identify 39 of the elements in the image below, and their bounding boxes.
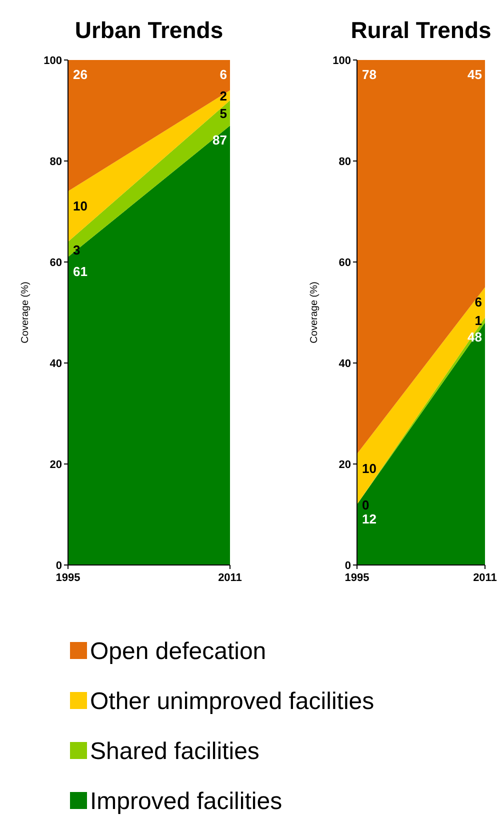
y-tick-label: 0 xyxy=(56,560,62,572)
y-tick-label: 0 xyxy=(344,560,351,572)
data-label: 10 xyxy=(73,198,88,214)
x-tick-label: 2011 xyxy=(218,572,242,584)
x-tick-label: 2011 xyxy=(473,572,497,584)
x-tick-label: 1995 xyxy=(344,572,370,584)
data-label: 87 xyxy=(212,132,227,148)
y-tick-label: 80 xyxy=(50,156,62,168)
y-axis-title: Coverage (%) xyxy=(20,282,31,344)
y-tick-label: 60 xyxy=(338,257,351,269)
legend-label: Shared facilities xyxy=(90,738,260,765)
y-tick-label: 40 xyxy=(338,358,351,370)
data-label: 3 xyxy=(73,242,80,258)
legend-label: Other unimproved facilities xyxy=(90,688,374,715)
legend-label: Improved facilities xyxy=(90,788,282,815)
data-label: 0 xyxy=(362,497,370,512)
data-label: 78 xyxy=(362,67,376,82)
data-label: 61 xyxy=(73,264,88,279)
y-tick-label: 100 xyxy=(44,55,62,67)
y-tick-label: 20 xyxy=(338,459,351,471)
data-label: 12 xyxy=(362,511,376,526)
data-label: 10 xyxy=(362,460,376,476)
y-axis-title: Coverage (%) xyxy=(309,282,320,344)
legend-label: Open defecation xyxy=(90,638,266,665)
y-tick-label: 100 xyxy=(332,55,351,67)
data-label: 2 xyxy=(220,88,227,104)
chart-title: Rural Trends xyxy=(350,17,492,43)
data-label: 6 xyxy=(474,294,482,310)
data-label: 6 xyxy=(220,67,227,82)
y-tick-label: 20 xyxy=(50,459,62,471)
data-label: 26 xyxy=(73,67,88,82)
chart-title: Urban Trends xyxy=(74,17,224,43)
y-tick-label: 60 xyxy=(50,257,62,269)
y-tick-label: 80 xyxy=(338,156,351,168)
y-tick-label: 40 xyxy=(50,358,62,370)
data-label: 5 xyxy=(220,106,227,122)
data-label: 1 xyxy=(474,313,482,328)
x-tick-label: 1995 xyxy=(56,572,80,584)
data-label: 45 xyxy=(468,67,482,82)
